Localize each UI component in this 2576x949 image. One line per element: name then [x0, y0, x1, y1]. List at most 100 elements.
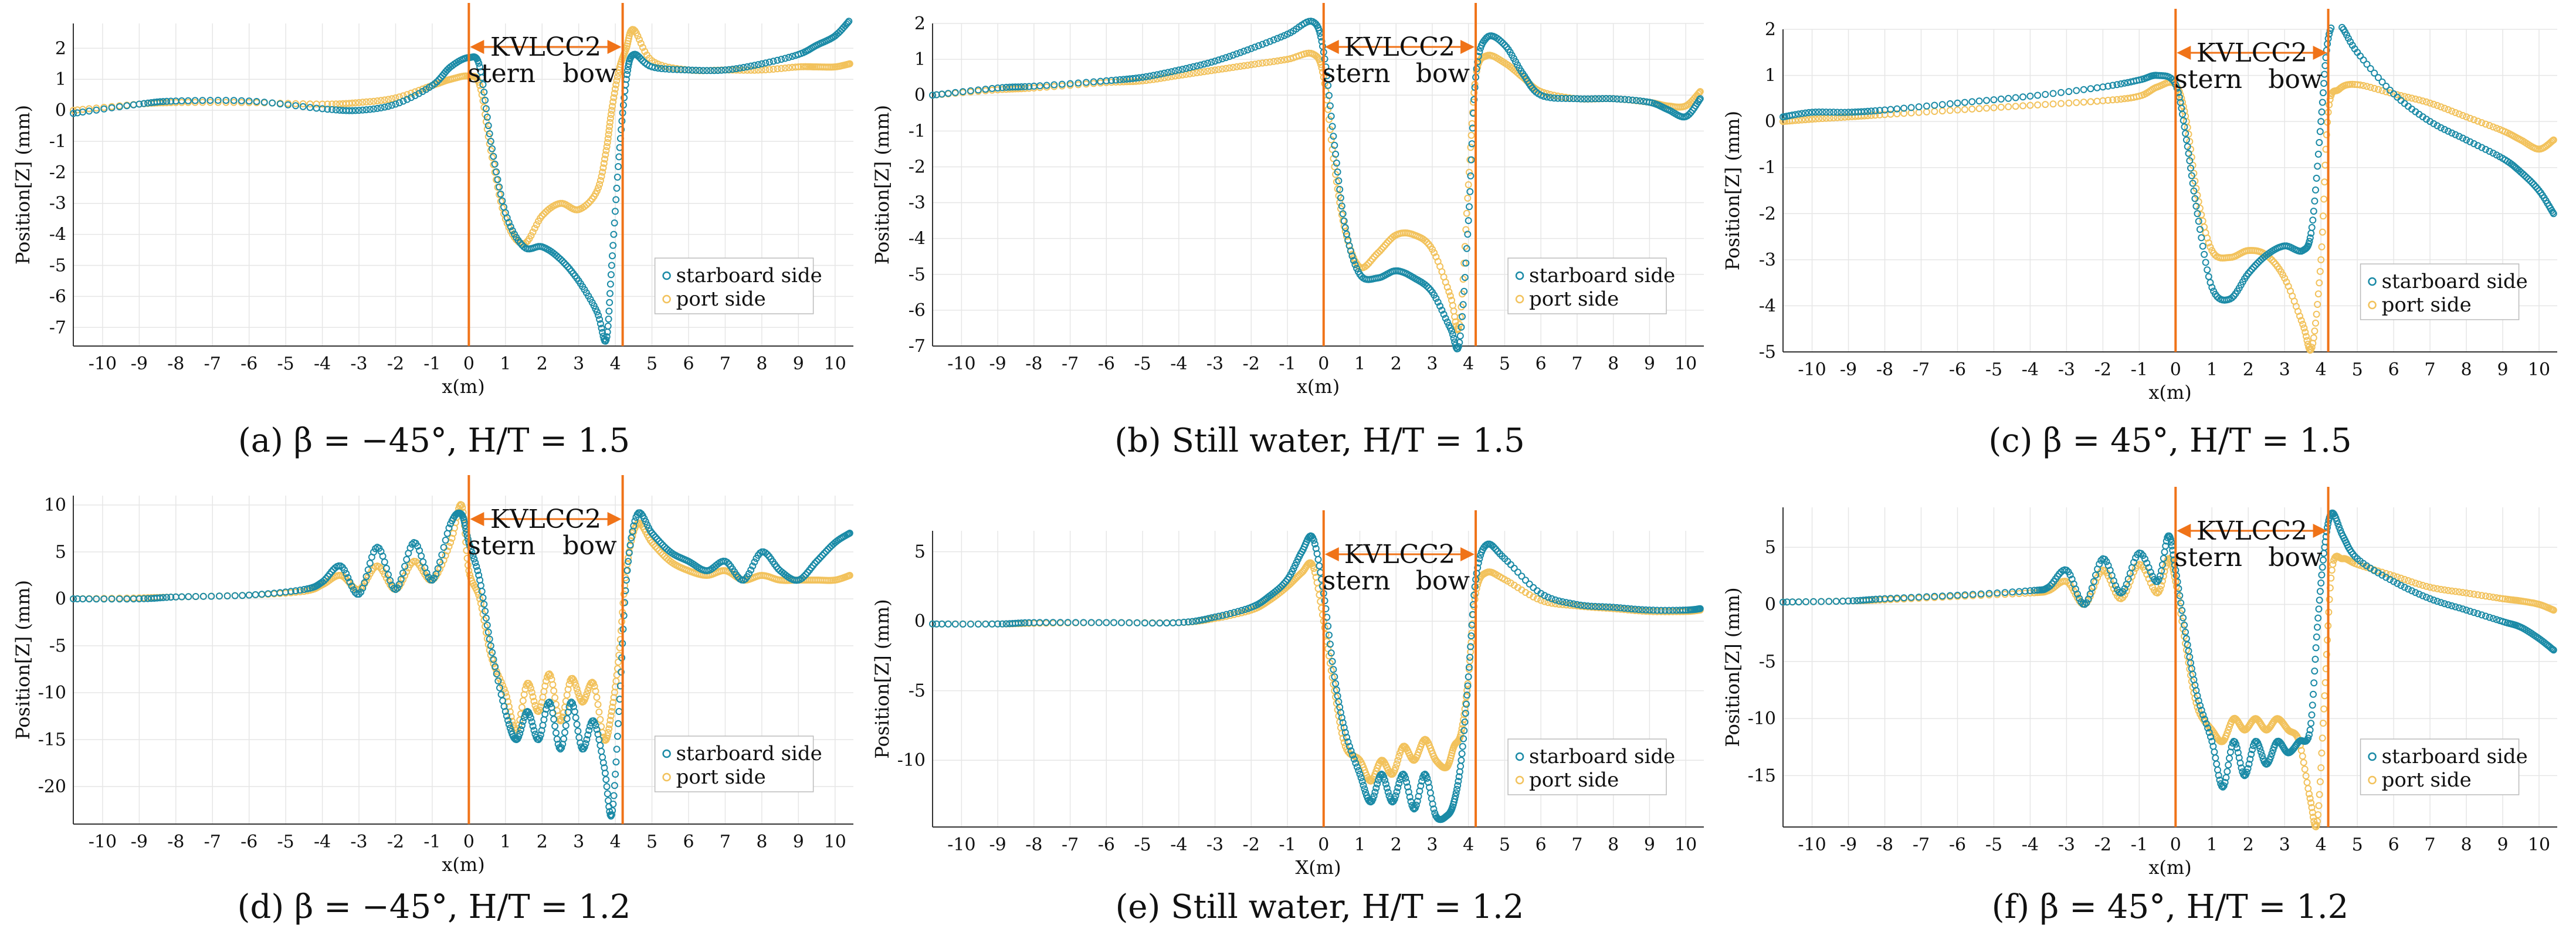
data-point	[2433, 585, 2441, 592]
data-point	[788, 53, 796, 60]
data-point	[140, 100, 148, 107]
data-point	[1795, 110, 1802, 118]
y-tick-label: -10	[1748, 709, 1776, 729]
ship-label: KVLCC2	[490, 32, 601, 62]
data-point	[526, 682, 533, 689]
data-point	[178, 593, 185, 601]
data-point	[399, 570, 406, 577]
data-point	[2188, 172, 2195, 179]
data-point	[1954, 591, 1961, 599]
y-tick-label: -15	[38, 730, 66, 750]
data-point	[651, 64, 659, 72]
data-point	[1961, 591, 1969, 599]
data-point	[1454, 782, 1462, 789]
data-point	[1355, 767, 1362, 774]
data-point	[582, 693, 589, 701]
data-point	[625, 549, 633, 557]
data-point	[762, 549, 770, 557]
data-point	[1849, 597, 1857, 605]
data-point	[620, 612, 628, 619]
data-point	[764, 551, 771, 558]
data-point	[1157, 74, 1164, 82]
data-point	[419, 88, 426, 95]
data-point	[2225, 726, 2232, 734]
data-point	[2348, 80, 2356, 88]
data-point	[1407, 798, 1415, 805]
data-point	[1025, 619, 1033, 626]
data-point	[2019, 93, 2026, 101]
data-point	[1815, 115, 1823, 123]
data-point	[2246, 755, 2254, 763]
data-point	[999, 620, 1006, 628]
x-tick-label: 2	[1391, 354, 1402, 374]
data-point	[2315, 802, 2323, 809]
x-tick-label: 1	[2206, 360, 2218, 380]
data-point	[2215, 771, 2222, 779]
data-point	[2441, 104, 2448, 112]
data-point	[1969, 591, 1977, 598]
data-point	[1229, 63, 1237, 71]
data-point	[1417, 782, 1425, 789]
data-point	[328, 106, 336, 113]
data-point	[2441, 126, 2448, 133]
data-point	[1402, 743, 1409, 751]
data-point	[609, 103, 616, 110]
data-point	[1451, 795, 1459, 803]
data-point	[245, 97, 253, 105]
data-point	[1467, 643, 1475, 650]
data-point	[1374, 249, 1382, 257]
data-point	[1360, 781, 1367, 789]
data-point	[2466, 114, 2474, 122]
x-tick-label: -10	[947, 354, 975, 374]
y-tick-label: -5	[909, 265, 926, 285]
data-point	[636, 36, 643, 43]
data-point	[1103, 619, 1110, 626]
data-point	[2486, 148, 2493, 155]
data-point	[1990, 104, 1998, 111]
data-point	[2318, 243, 2326, 250]
data-point	[563, 715, 571, 723]
data-point	[2336, 523, 2343, 531]
data-point	[299, 103, 307, 110]
data-point	[178, 97, 185, 104]
data-point	[1599, 95, 1606, 103]
data-point	[608, 811, 615, 818]
data-point	[2319, 564, 2326, 571]
x-tick-label: -1	[423, 832, 440, 852]
data-point	[611, 219, 618, 227]
data-point	[2448, 107, 2456, 115]
data-point	[497, 190, 504, 198]
data-point	[611, 782, 618, 789]
y-axis-label: Position[Z] (mm)	[871, 599, 893, 758]
data-point	[1208, 614, 1215, 622]
data-point	[1338, 202, 1345, 210]
data-point	[1463, 245, 1470, 252]
data-point	[1599, 603, 1606, 611]
x-tick-label: -9	[131, 354, 148, 374]
data-point	[1467, 144, 1475, 151]
data-point	[557, 255, 564, 263]
x-tick-label: 2	[2243, 835, 2254, 855]
data-point	[624, 67, 632, 74]
data-point	[2530, 181, 2538, 188]
panel-caption: (c) β = 45°, H/T = 1.5	[1988, 422, 2351, 460]
arrow-head-right	[607, 512, 622, 526]
data-point	[641, 48, 649, 55]
data-point	[2329, 561, 2337, 568]
x-tick-label: -10	[1798, 360, 1826, 380]
data-point	[1351, 261, 1359, 269]
data-point	[1456, 338, 1463, 346]
data-point	[1314, 555, 1322, 563]
data-point	[723, 558, 731, 566]
data-point	[324, 106, 331, 113]
data-point	[2478, 144, 2486, 151]
data-point	[639, 57, 646, 65]
data-point	[2080, 86, 2087, 93]
data-point	[2238, 764, 2245, 772]
data-point	[1609, 95, 1617, 103]
x-tick-label: 3	[573, 832, 584, 852]
data-point	[518, 704, 526, 711]
data-point	[1562, 94, 1570, 102]
data-point	[564, 263, 571, 270]
x-tick-label: 6	[683, 832, 694, 852]
